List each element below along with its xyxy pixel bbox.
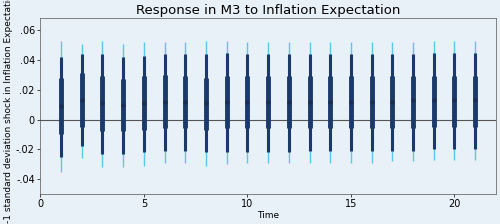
Title: Response in M3 to Inflation Expectation: Response in M3 to Inflation Expectation (136, 4, 400, 17)
Y-axis label: -1 standard deviation shock in Inflation Expectation: -1 standard deviation shock in Inflation… (4, 0, 13, 223)
X-axis label: Time: Time (257, 211, 279, 220)
